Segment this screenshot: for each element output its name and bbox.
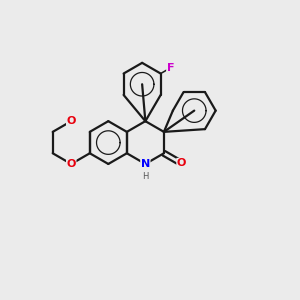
Text: O: O bbox=[67, 159, 76, 169]
Text: F: F bbox=[167, 63, 174, 73]
Text: N: N bbox=[141, 159, 150, 169]
Text: O: O bbox=[177, 158, 186, 168]
Text: H: H bbox=[142, 172, 148, 181]
Text: O: O bbox=[67, 116, 76, 126]
